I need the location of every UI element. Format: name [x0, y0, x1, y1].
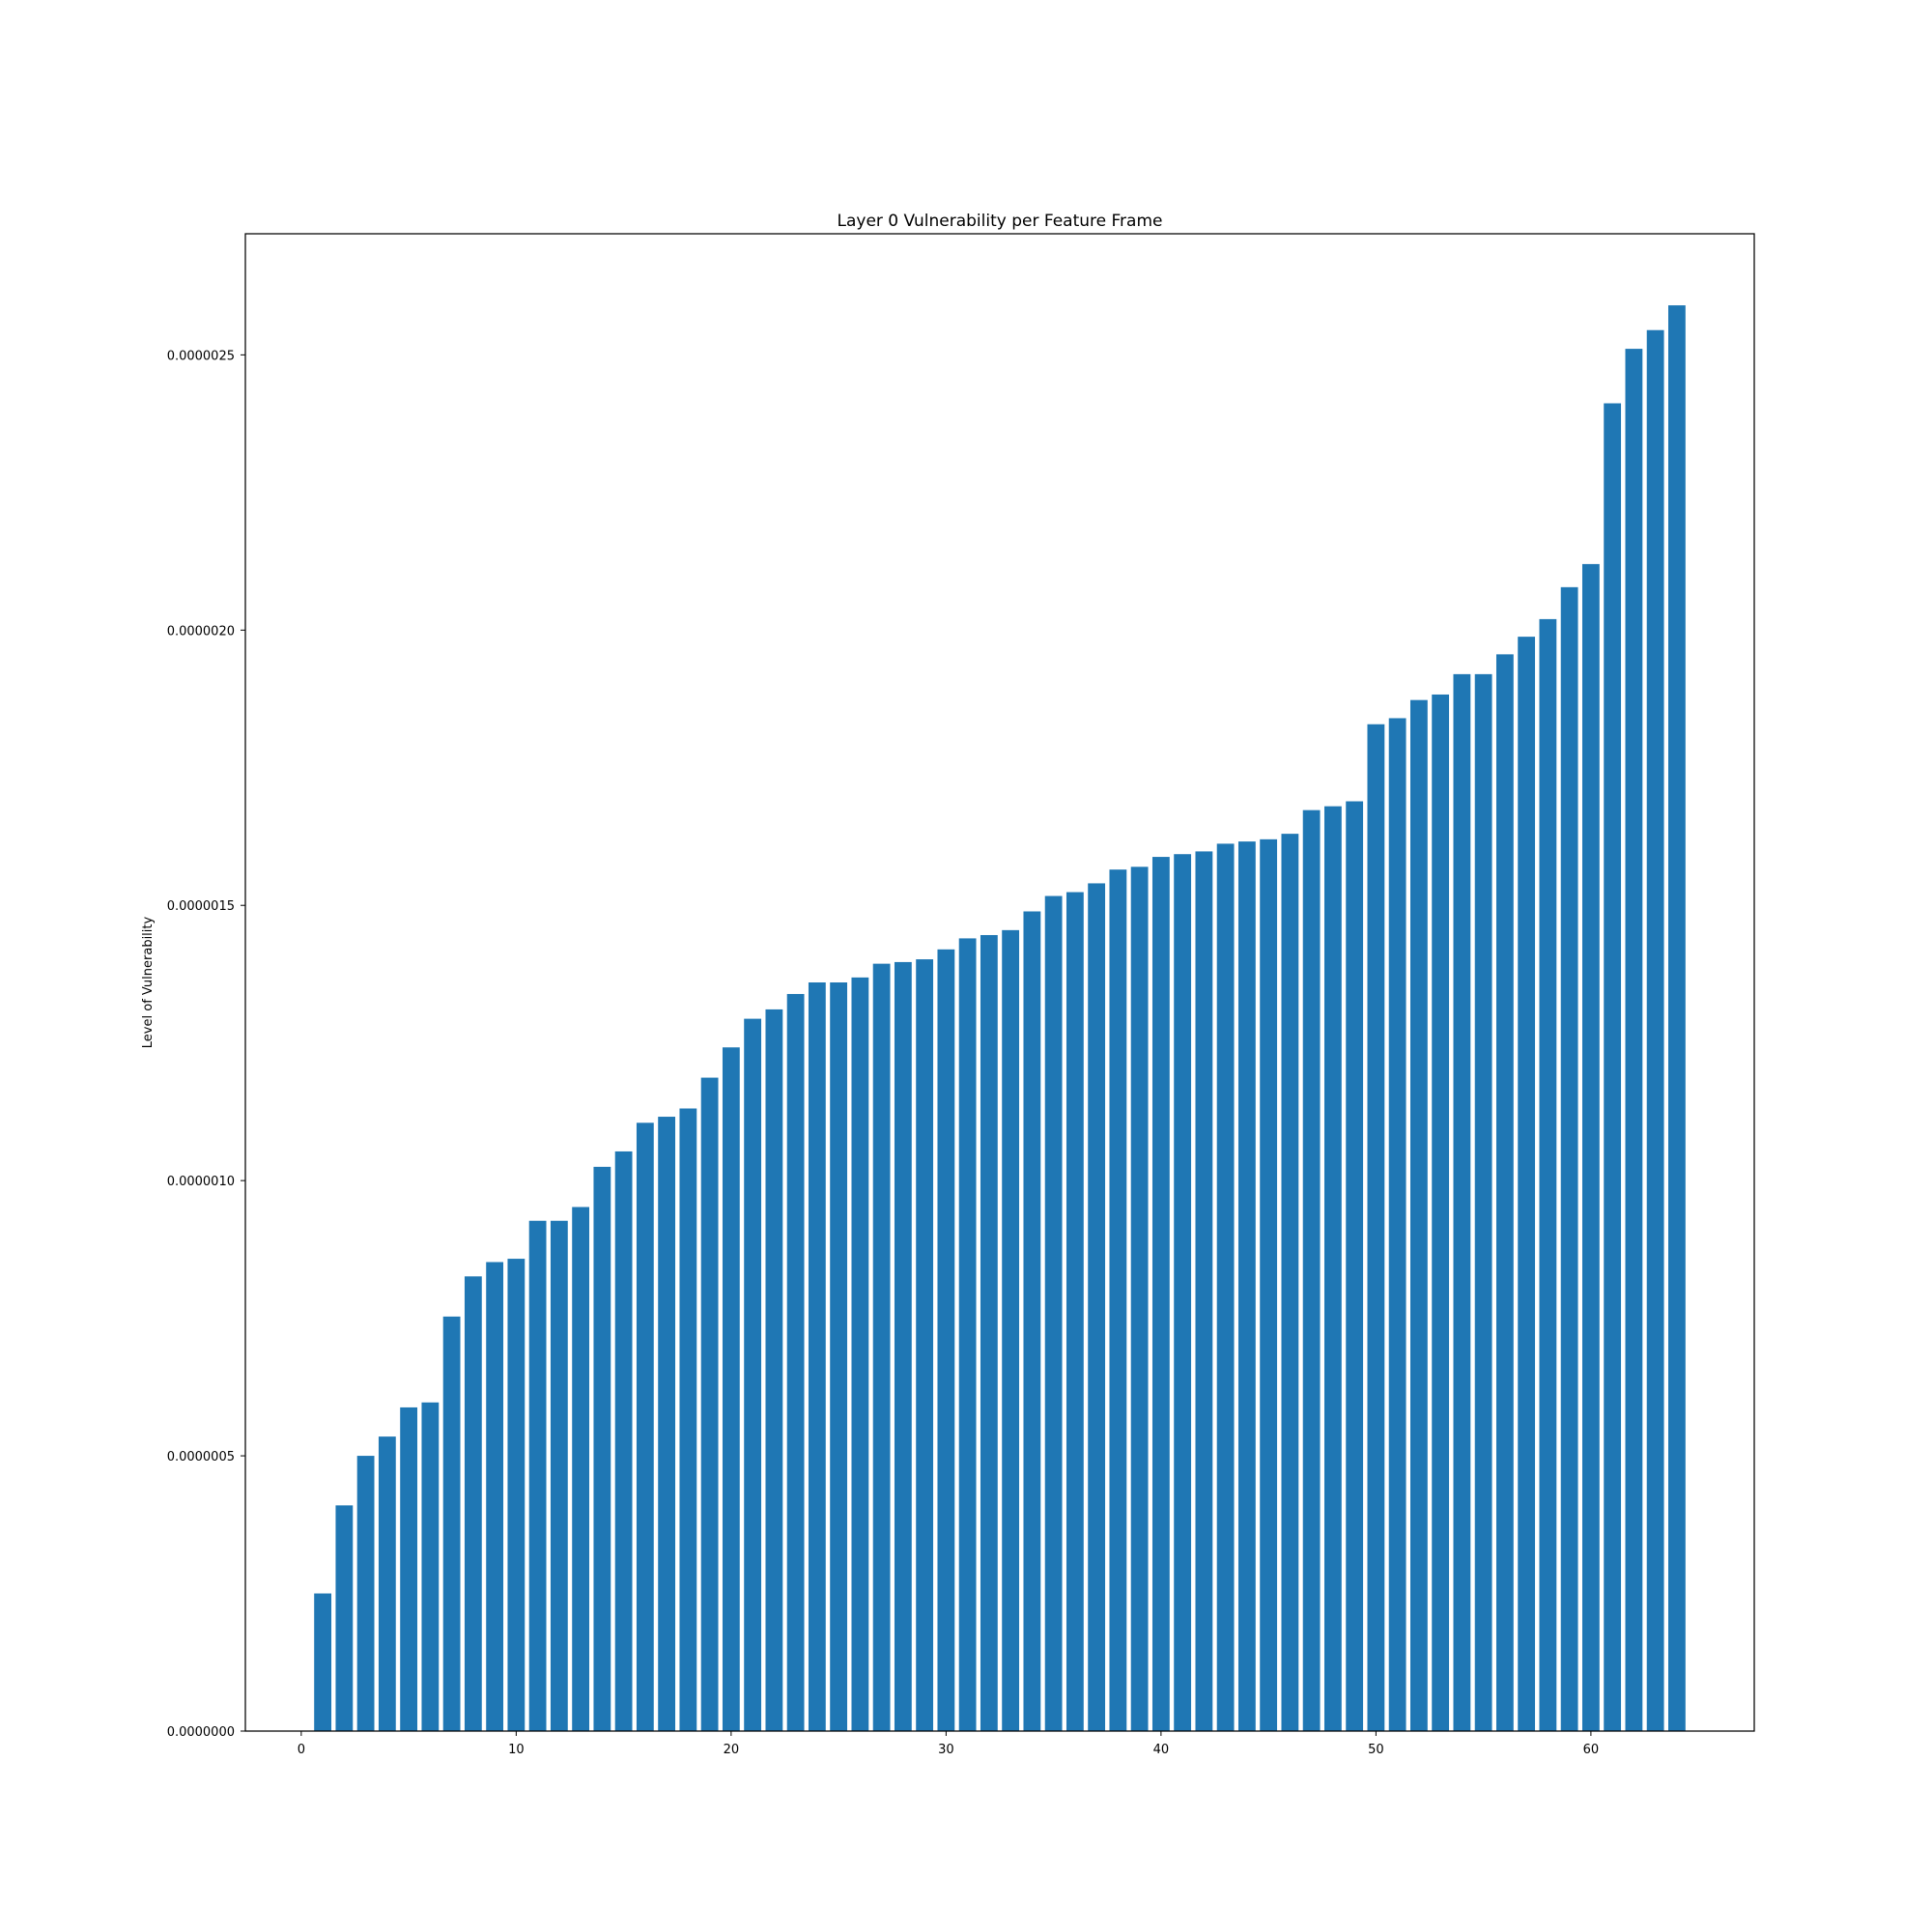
bar-frame-57: [1518, 637, 1536, 1731]
bar-frame-13: [572, 1207, 590, 1731]
bar-frame-9: [486, 1262, 504, 1731]
bar-frame-50: [1367, 724, 1385, 1731]
bar-frame-31: [958, 938, 977, 1731]
y-tick-label: 0.0000025: [167, 349, 235, 363]
bar-frame-56: [1495, 654, 1514, 1731]
bar-frame-51: [1388, 718, 1406, 1731]
bar-frame-43: [1216, 843, 1235, 1731]
bar-frame-60: [1581, 563, 1600, 1732]
bar-frame-32: [980, 934, 998, 1731]
bar-frame-33: [1002, 929, 1020, 1731]
bar-frame-20: [722, 1047, 740, 1731]
plot-frame: [244, 233, 1755, 1732]
bar-frame-45: [1260, 838, 1278, 1731]
bar-frame-35: [1044, 895, 1063, 1731]
y-tick-label: 0.0000015: [167, 899, 235, 914]
bar-frame-18: [679, 1108, 697, 1731]
bar-frame-30: [937, 949, 955, 1731]
y-tick-label: 0.0000005: [167, 1450, 235, 1464]
bar-frame-53: [1432, 694, 1450, 1731]
bar-frame-38: [1109, 869, 1127, 1731]
bar-frame-55: [1474, 673, 1492, 1731]
bar-frame-58: [1539, 618, 1557, 1731]
bar-frame-12: [550, 1220, 568, 1731]
bar-frame-3: [356, 1456, 375, 1731]
bar-frame-37: [1088, 883, 1106, 1731]
y-axis-ticks: 0.0000000 0.0000005 0.0000010 0.0000015 0.00…: [167, 349, 245, 1740]
bar-frame-47: [1302, 810, 1321, 1731]
bar-frame-40: [1151, 857, 1170, 1731]
bar-frame-8: [464, 1276, 482, 1731]
bar-frame-2: [335, 1505, 354, 1731]
bar-frame-42: [1195, 851, 1213, 1732]
bar-frame-16: [636, 1122, 654, 1731]
bar-frame-21: [744, 1018, 762, 1731]
bar-frame-27: [872, 963, 891, 1731]
bar-frame-52: [1409, 699, 1428, 1732]
x-tick-label: 60: [1583, 1743, 1600, 1757]
bar-frame-64: [1668, 305, 1686, 1732]
bar-frame-5: [400, 1406, 418, 1731]
bar-frame-7: [442, 1316, 461, 1731]
bar-frame-22: [765, 1009, 783, 1731]
bar-frame-28: [894, 961, 912, 1731]
bar-frame-36: [1065, 892, 1084, 1731]
bar-frame-63: [1646, 329, 1664, 1732]
bar-frame-11: [528, 1220, 547, 1731]
x-tick-label: 30: [938, 1743, 954, 1757]
bar-frame-4: [378, 1436, 396, 1731]
bar-frame-10: [507, 1259, 526, 1731]
x-axis-ticks: 0 10 20 30 40 50 60: [298, 1731, 1599, 1757]
bar-frame-34: [1023, 911, 1041, 1731]
bar-frame-46: [1281, 834, 1299, 1731]
y-tick-label: 0.0000020: [167, 624, 235, 639]
bar-frame-48: [1323, 806, 1342, 1731]
bar-frame-25: [830, 982, 848, 1731]
bar-frame-1: [314, 1593, 331, 1731]
bar-frame-39: [1130, 867, 1149, 1731]
x-tick-label: 0: [298, 1743, 305, 1757]
bars-layer: [314, 305, 1686, 1732]
bar-frame-44: [1237, 841, 1256, 1731]
bar-frame-41: [1174, 854, 1192, 1731]
x-tick-label: 20: [724, 1743, 740, 1757]
bar-frame-17: [658, 1117, 676, 1731]
chart-title: Layer 0 Vulnerability per Feature Frame: [838, 212, 1163, 231]
bar-frame-19: [700, 1077, 719, 1731]
bar-frame-49: [1346, 801, 1364, 1731]
x-tick-label: 10: [508, 1743, 525, 1757]
bar-frame-15: [614, 1151, 633, 1731]
bar-frame-29: [916, 959, 934, 1731]
bar-frame-62: [1625, 349, 1643, 1732]
y-tick-label: 0.0000000: [167, 1725, 235, 1740]
x-tick-label: 50: [1368, 1743, 1384, 1757]
bar-frame-54: [1453, 673, 1471, 1731]
x-tick-label: 40: [1153, 1743, 1170, 1757]
bar-frame-24: [808, 982, 826, 1731]
y-axis-title: Level of Vulnerability: [141, 916, 156, 1048]
bar-frame-23: [786, 993, 805, 1731]
bar-frame-26: [851, 977, 869, 1731]
y-tick-label: 0.0000010: [167, 1175, 235, 1189]
bar-frame-6: [421, 1402, 440, 1731]
bar-frame-14: [593, 1166, 611, 1731]
bar-frame-61: [1604, 403, 1622, 1731]
bar-frame-59: [1560, 586, 1578, 1731]
